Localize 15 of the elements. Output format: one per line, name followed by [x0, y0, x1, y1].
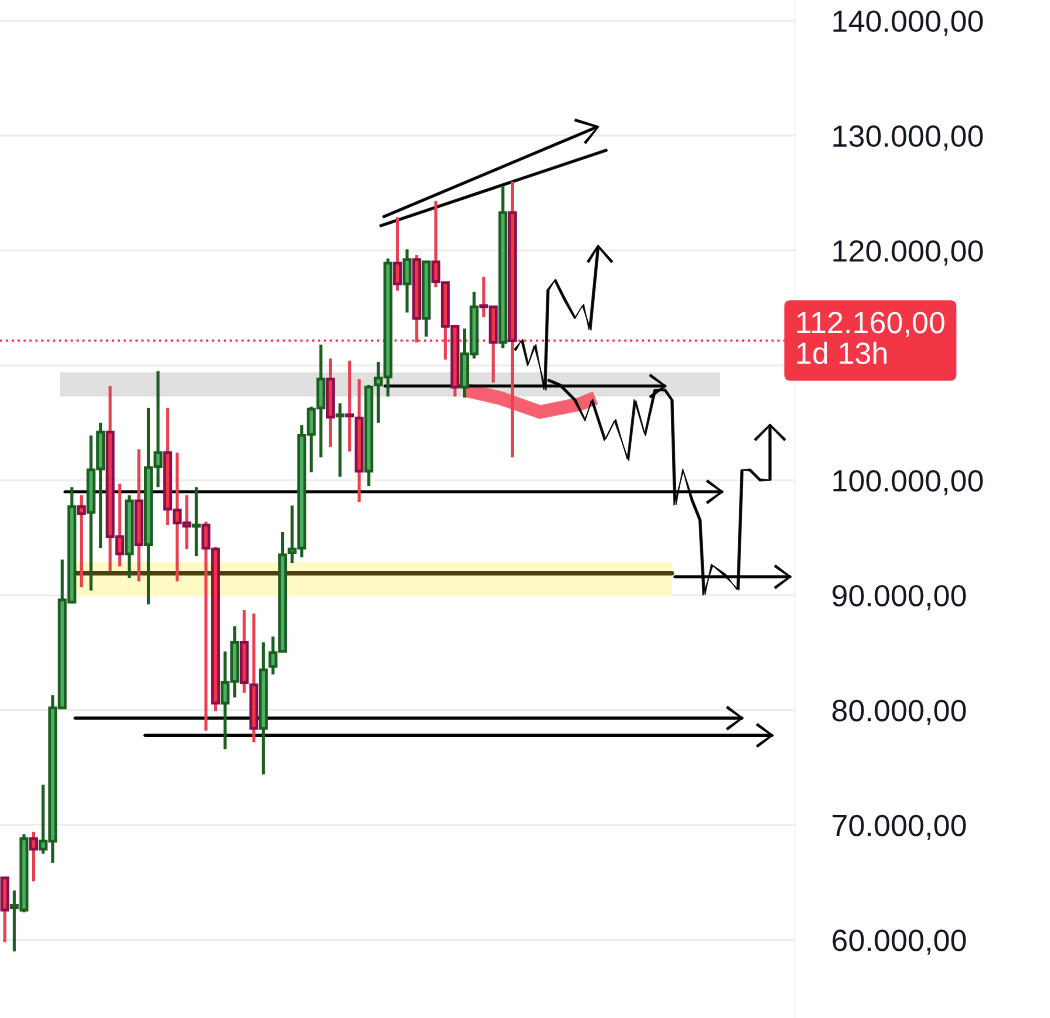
ref-line-label: 112.160,00 1d 13h	[797, 311, 945, 365]
candlestick	[335, 403, 345, 477]
y-tick-label: 60.000,00	[832, 929, 966, 955]
candlestick	[345, 359, 355, 452]
y-tick-label: 70.000,00	[832, 814, 966, 840]
y-tick-label: 80.000,00	[832, 699, 966, 726]
y-tick-label: 130.000,00	[833, 125, 983, 151]
y-tick-label: 140.000,00	[833, 10, 983, 36]
y-tick-label: 90.000,00	[832, 584, 966, 611]
candlestick	[191, 487, 201, 558]
candlestick	[393, 217, 402, 291]
candlestick	[29, 830, 38, 882]
y-tick-label: 100.000,00	[833, 470, 983, 496]
candlestick	[76, 495, 86, 589]
y-tick-label: 120.000,00	[833, 240, 983, 266]
